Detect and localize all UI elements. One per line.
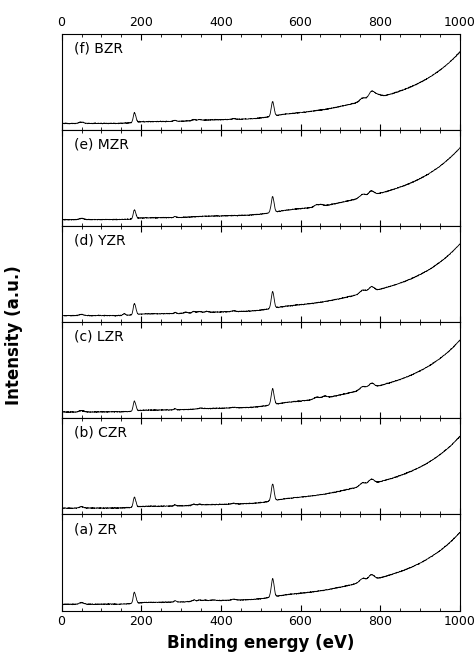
Text: (b) CZR: (b) CZR <box>73 426 127 440</box>
Text: (a) ZR: (a) ZR <box>73 522 117 536</box>
Text: (c) LZR: (c) LZR <box>73 329 123 344</box>
Text: Intensity (a.u.): Intensity (a.u.) <box>5 266 23 405</box>
Text: (d) YZR: (d) YZR <box>73 234 125 248</box>
Text: (f) BZR: (f) BZR <box>73 41 123 55</box>
Text: (e) MZR: (e) MZR <box>73 138 128 152</box>
X-axis label: Binding energy (eV): Binding energy (eV) <box>167 634 355 652</box>
